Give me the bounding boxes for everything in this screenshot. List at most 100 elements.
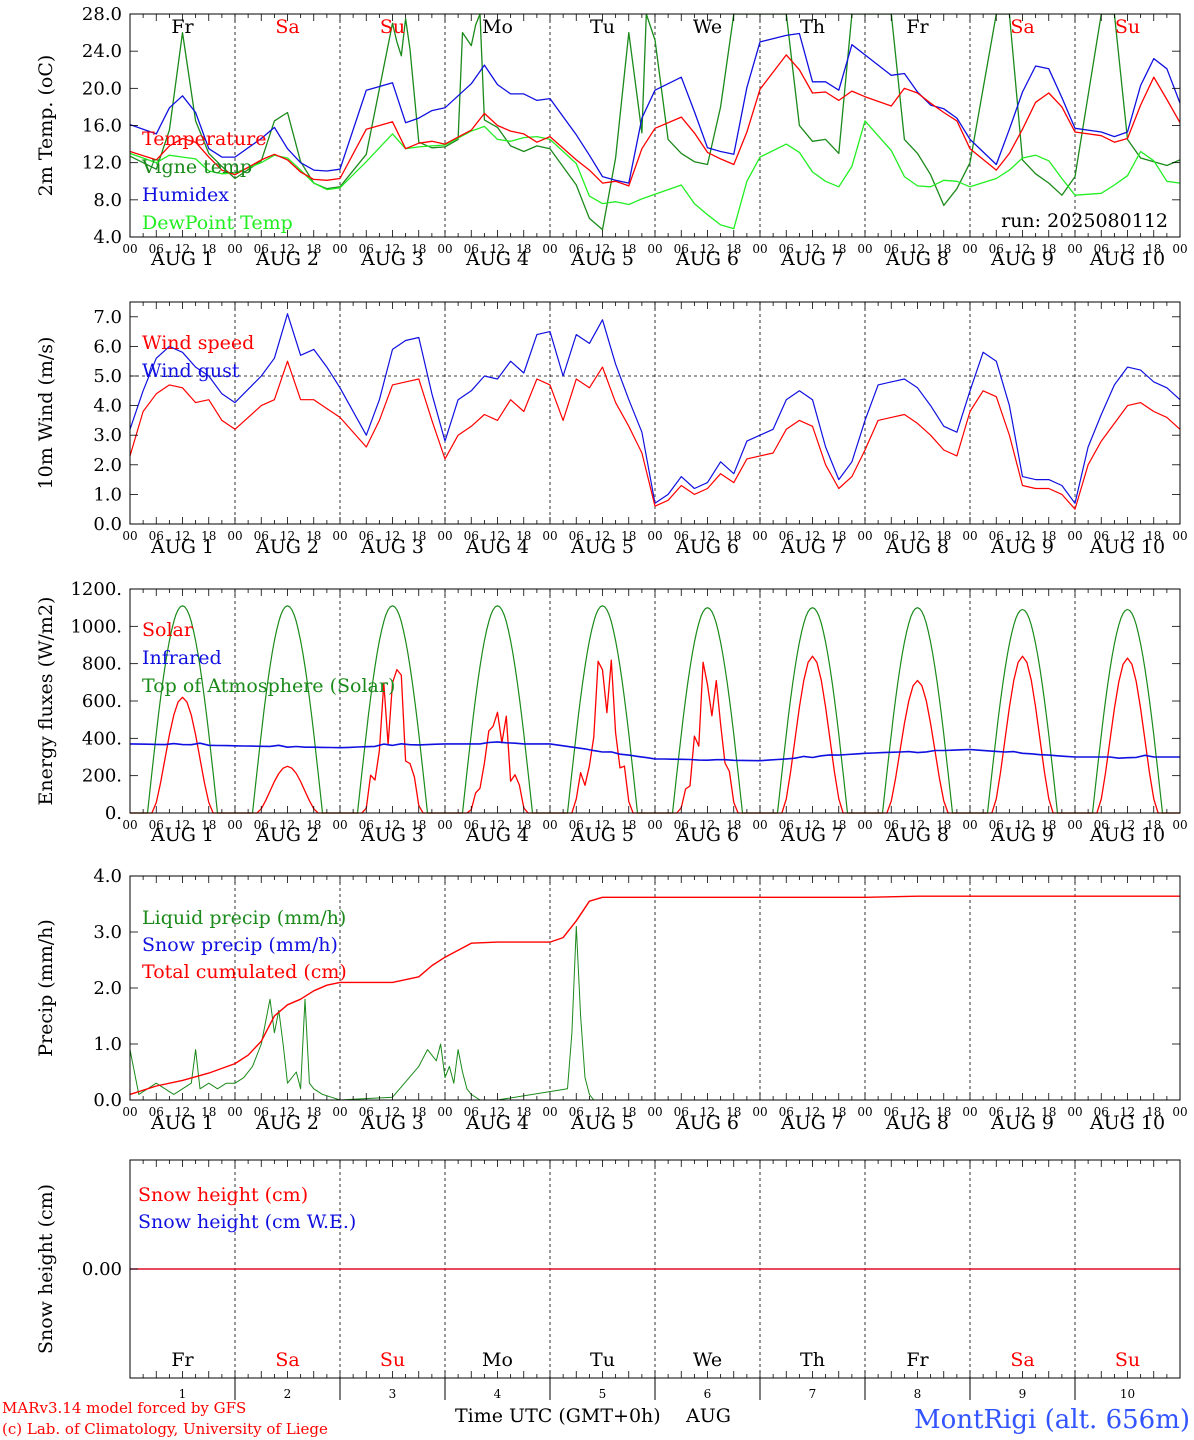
precip-legend-snow-precip-mm-h-: Snow precip (mm/h) [142,934,338,956]
wind-hour-tick-label: 18 [831,529,846,543]
wind-hour-tick-label: 18 [306,529,321,543]
energy-day-label: AUG 8 [885,824,949,846]
precip-hour-tick-label: 00 [1172,1105,1187,1119]
precip-hour-tick-label: 18 [411,1105,426,1119]
temp-ytick-label: 28.0 [82,4,122,25]
wind-hour-tick-label: 00 [1067,529,1082,543]
precip-day-label: AUG 4 [465,1112,529,1134]
temp-ytick-label: 20.0 [82,78,122,99]
wind-hour-tick-label: 18 [516,529,531,543]
energy-hour-tick-label: 00 [227,818,242,832]
temp-weekday-label: Mo [482,16,513,38]
precip-hour-tick-label: 12 [595,1105,610,1119]
temp-series-humidex [130,32,1180,184]
precip-hour-tick-label: 12 [490,1105,505,1119]
snow-day-number-label: 7 [809,1387,817,1401]
temp-hour-tick-label: 00 [962,242,977,256]
wind-day-label: AUG 2 [255,536,319,558]
energy-panel-frame [129,588,1181,814]
wind-hour-tick-label: 06 [674,529,689,543]
precip-day-label: AUG 8 [885,1112,949,1134]
snow-day-number-label: 1 [179,1387,187,1401]
precip-hour-tick-label: 12 [910,1105,925,1119]
precip-hour-tick-label: 06 [674,1105,689,1119]
snow-day-number-label: 2 [284,1387,292,1401]
precip-day-label: AUG 5 [570,1112,634,1134]
energy-hour-tick-label: 18 [936,818,951,832]
wind-hour-tick-label: 18 [411,529,426,543]
energy-hour-tick-label: 00 [962,818,977,832]
energy-hour-tick-label: 18 [621,818,636,832]
energy-day-label: AUG 7 [780,824,844,846]
energy-ytick-label: 600. [82,691,122,712]
precip-hour-tick-label: 06 [254,1105,269,1119]
energy-hour-tick-label: 12 [700,818,715,832]
energy-hour-tick-label: 18 [1146,818,1161,832]
wind-hour-tick-label: 06 [254,529,269,543]
precip-hour-tick-label: 00 [542,1105,557,1119]
precip-hour-tick-label: 06 [779,1105,794,1119]
temp-weekday-label: Sa [275,16,299,38]
energy-legend-solar: Solar [142,619,194,641]
temp-weekday-label: We [693,16,722,38]
wind-day-label: AUG 4 [465,536,529,558]
wind-hour-tick-label: 06 [779,529,794,543]
wind-hour-tick-label: 12 [910,529,925,543]
wind-hour-tick-label: 00 [1172,529,1187,543]
snow-weekday-label: Sa [1010,1349,1034,1371]
precip-day-label: AUG 6 [675,1112,739,1134]
wind-legend-wind-gust: Wind gust [142,360,240,382]
energy-legend-infrared: Infrared [142,647,222,669]
wind-day-label: AUG 3 [360,536,424,558]
temp-series-group [130,14,1180,231]
energy-series-infrared [129,741,1180,762]
temp-hour-tick-label: 00 [1172,242,1187,256]
energy-hour-tick-label: 06 [359,818,374,832]
energy-ytick-label: 0. [105,803,122,824]
precip-hour-tick-label: 00 [857,1105,872,1119]
wind-ytick-label: 5.0 [93,366,122,387]
temp-legend-dewpoint-temp: DewPoint Temp [142,212,293,234]
snow-weekday-label: Sa [275,1349,299,1371]
temp-hour-tick-label: 18 [936,242,951,256]
energy-hour-tick-label: 12 [1015,818,1030,832]
precip-hour-tick-label: 00 [752,1105,767,1119]
snow-weekday-label: Su [1115,1349,1140,1371]
wind-ytick-label: 4.0 [93,396,122,417]
label-layer: 00 06 12 18 00 06 12 18 00 06 12 18 00 06 12 18 00 06 12 18… [35,4,1188,1401]
energy-day-label: AUG 10 [1089,824,1165,846]
energy-hour-tick-label: 00 [542,818,557,832]
temp-weekday-label: Sa [1010,16,1034,38]
wind-hour-tick-label: 00 [122,529,137,543]
wind-legend-wind-speed: Wind speed [142,332,254,354]
temp-day-label: AUG 3 [360,248,424,270]
precip-hour-tick-label: 00 [332,1105,347,1119]
station-label: MontRigi (alt. 656m) [914,1405,1190,1435]
energy-day-label: AUG 1 [150,824,214,846]
energy-hour-tick-label: 06 [254,818,269,832]
wind-hour-tick-label: 12 [490,529,505,543]
temp-legend-humidex: Humidex [142,184,229,206]
precip-hour-tick-label: 00 [962,1105,977,1119]
energy-hour-tick-label: 00 [437,818,452,832]
grid-layer [130,14,1180,1378]
energy-day-label: AUG 6 [675,824,739,846]
energy-hour-tick-label: 00 [857,818,872,832]
wind-hour-tick-label: 12 [1015,529,1030,543]
precip-hour-tick-label: 00 [647,1105,662,1119]
energy-hour-tick-label: 00 [122,818,137,832]
temp-hour-tick-label: 12 [490,242,505,256]
wind-hour-tick-label: 12 [175,529,190,543]
energy-hour-tick-label: 12 [595,818,610,832]
energy-hour-tick-label: 18 [201,818,216,832]
temp-hour-tick-label: 12 [385,242,400,256]
wind-day-label: AUG 9 [990,536,1054,558]
precip-hour-tick-label: 18 [516,1105,531,1119]
temp-hour-tick-label: 00 [647,242,662,256]
wind-hour-tick-label: 12 [595,529,610,543]
snow-day-number-label: 3 [389,1387,397,1401]
wind-day-label: AUG 7 [780,536,844,558]
energy-hour-tick-label: 00 [1067,818,1082,832]
temp-hour-tick-label: 12 [805,242,820,256]
temp-hour-tick-label: 18 [831,242,846,256]
